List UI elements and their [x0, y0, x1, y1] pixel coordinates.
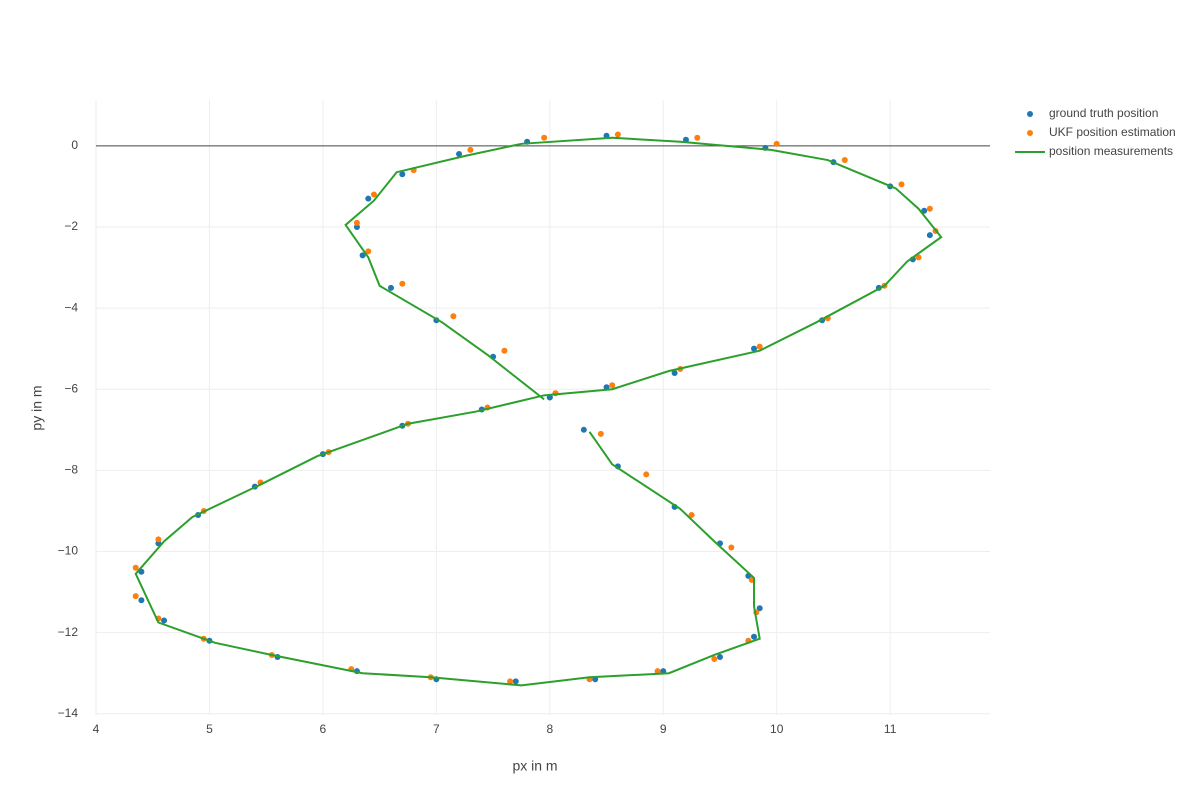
- data-point: [132, 564, 139, 571]
- data-point: [161, 617, 168, 624]
- data-point: [353, 219, 360, 226]
- series-line: [134, 136, 943, 687]
- data-point: [507, 678, 514, 685]
- data-point: [387, 284, 394, 291]
- data-point: [688, 512, 695, 519]
- legend-swatch: [1027, 111, 1033, 117]
- data-point: [671, 370, 678, 377]
- data-point: [751, 633, 758, 640]
- data-point: [643, 471, 650, 478]
- data-point: [365, 248, 372, 255]
- data-point: [926, 205, 933, 212]
- data-point: [751, 345, 758, 352]
- legend-label: UKF position estimation: [1049, 125, 1176, 139]
- y-tick-label: −2: [64, 219, 78, 233]
- data-point: [132, 593, 139, 600]
- data-point: [138, 597, 145, 604]
- series-points: [138, 132, 933, 685]
- x-tick-label: 9: [660, 722, 667, 736]
- data-point: [609, 382, 616, 389]
- data-point: [467, 146, 474, 153]
- data-point: [501, 347, 508, 354]
- x-tick-label: 7: [433, 722, 440, 736]
- data-point: [728, 544, 735, 551]
- y-tick-label: −10: [58, 544, 79, 558]
- x-tick-label: 10: [770, 722, 784, 736]
- data-point: [921, 207, 928, 214]
- data-point: [841, 157, 848, 164]
- y-tick-label: −8: [64, 463, 78, 477]
- data-point: [541, 134, 548, 141]
- x-tick-label: 5: [206, 722, 213, 736]
- data-point: [370, 191, 377, 198]
- data-point: [365, 195, 372, 202]
- legend-label: position measurements: [1049, 144, 1173, 158]
- data-point: [597, 430, 604, 437]
- data-point: [359, 252, 366, 259]
- data-point: [694, 134, 701, 141]
- y-tick-label: −12: [58, 625, 79, 639]
- data-point: [399, 171, 406, 178]
- data-point: [716, 653, 723, 660]
- data-point: [399, 280, 406, 287]
- data-point: [756, 605, 763, 612]
- x-tick-label: 11: [884, 722, 897, 736]
- y-tick-label: −6: [64, 381, 78, 395]
- data-point: [512, 678, 519, 685]
- x-axis-title: px in m: [512, 758, 557, 774]
- y-axis-title: py in m: [29, 385, 45, 430]
- series-points: [132, 131, 939, 685]
- data-point: [773, 140, 780, 147]
- data-point: [155, 536, 162, 543]
- data-point: [654, 668, 661, 675]
- data-point: [926, 232, 933, 239]
- legend-label: ground truth position: [1049, 106, 1158, 120]
- data-point: [898, 181, 905, 188]
- data-point: [580, 426, 587, 433]
- y-tick-label: −4: [64, 300, 78, 314]
- data-point: [456, 150, 463, 157]
- x-tick-label: 8: [546, 722, 553, 736]
- y-tick-label: −14: [58, 706, 79, 720]
- data-point: [756, 343, 763, 350]
- data-point: [915, 254, 922, 261]
- data-point: [450, 313, 457, 320]
- legend-swatch: [1027, 130, 1033, 136]
- x-tick-label: 4: [93, 722, 100, 736]
- data-point: [614, 131, 621, 138]
- y-tick-label: 0: [71, 138, 78, 152]
- data-point: [711, 656, 718, 663]
- x-tick-label: 6: [320, 722, 327, 736]
